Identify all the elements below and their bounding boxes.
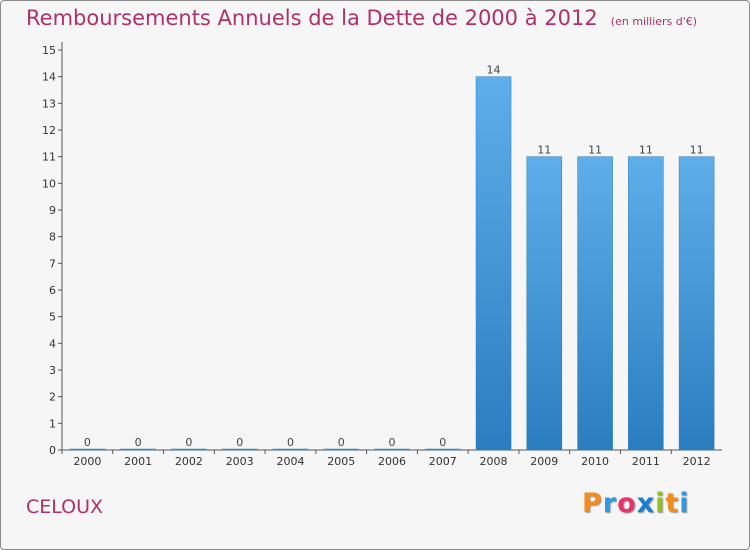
bar-value-label: 0 <box>389 436 396 449</box>
x-tick-label: 2009 <box>530 455 558 468</box>
bar-value-label: 0 <box>84 436 91 449</box>
bar <box>425 448 461 451</box>
bar-value-label: 11 <box>639 144 653 157</box>
y-tick-label: 3 <box>49 364 56 377</box>
x-tick-label: 2012 <box>683 455 711 468</box>
bar <box>171 448 207 451</box>
y-tick-label: 2 <box>49 391 56 404</box>
chart-unit: (en milliers d'€) <box>610 15 698 28</box>
bar-value-label: 0 <box>287 436 294 449</box>
bar <box>628 156 664 451</box>
bar-value-label: 11 <box>588 144 602 157</box>
x-tick-label: 2008 <box>480 455 508 468</box>
plot-area <box>62 42 722 450</box>
brand-letter: P <box>582 488 603 519</box>
x-tick-label: 2006 <box>378 455 406 468</box>
x-tick-label: 2005 <box>327 455 355 468</box>
brand-letter: t <box>665 488 680 519</box>
y-tick-label: 7 <box>49 257 56 270</box>
x-tick-label: 2000 <box>73 455 101 468</box>
bar <box>577 156 613 451</box>
bar-value-label: 14 <box>487 64 501 77</box>
y-tick-label: 8 <box>49 231 56 244</box>
y-tick-label: 0 <box>49 444 56 457</box>
bar-value-label: 0 <box>135 436 142 449</box>
bar <box>678 156 715 451</box>
brand-letter: o <box>617 488 637 519</box>
commune-name: CELOUX <box>26 496 104 518</box>
x-tick-label: 2004 <box>276 455 304 468</box>
chart-title: Remboursements Annuels de la Dette de 20… <box>26 6 598 30</box>
x-tick-label: 2001 <box>124 455 152 468</box>
bar-value-label: 11 <box>537 144 551 157</box>
bar <box>323 448 359 451</box>
x-tick-label: 2011 <box>632 455 660 468</box>
y-tick-label: 13 <box>42 97 56 110</box>
y-tick-label: 15 <box>42 44 56 57</box>
bar-value-label: 11 <box>690 144 704 157</box>
x-tick-label: 2007 <box>429 455 457 468</box>
brand-letter: i <box>655 488 666 519</box>
bar <box>221 448 258 451</box>
y-tick-label: 5 <box>49 311 56 324</box>
y-tick-label: 6 <box>49 284 56 297</box>
brand-logo: Proxiti <box>582 488 690 519</box>
bar <box>374 448 410 451</box>
y-tick-label: 9 <box>49 204 56 217</box>
brand-letter: x <box>636 488 656 519</box>
bar-value-label: 0 <box>236 436 243 449</box>
y-tick-label: 14 <box>42 71 56 84</box>
bar-value-label: 0 <box>185 436 192 449</box>
y-tick-label: 4 <box>49 337 56 350</box>
bar <box>120 448 156 451</box>
chart-header: Remboursements Annuels de la Dette de 20… <box>26 6 697 30</box>
bar <box>526 156 563 451</box>
brand-letter: r <box>602 488 618 519</box>
y-tick-label: 1 <box>49 417 56 430</box>
brand-letter: i <box>679 488 690 519</box>
y-tick-label: 12 <box>42 124 56 137</box>
bar <box>69 448 106 451</box>
bar-value-label: 0 <box>338 436 345 449</box>
bar <box>475 76 512 451</box>
x-tick-label: 2003 <box>226 455 254 468</box>
y-tick-label: 11 <box>42 151 56 164</box>
x-tick-label: 2010 <box>581 455 609 468</box>
x-tick-label: 2002 <box>175 455 203 468</box>
bar <box>272 448 309 451</box>
y-tick-label: 10 <box>42 177 56 190</box>
bar-value-label: 0 <box>439 436 446 449</box>
